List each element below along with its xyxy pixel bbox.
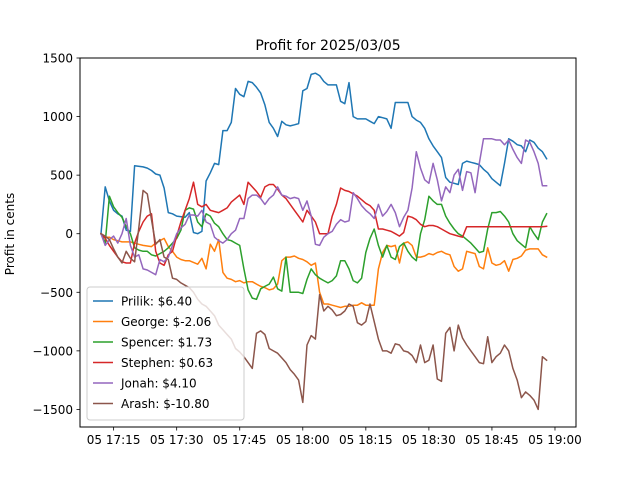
axis-layer: 05 17:15 05 17:30 05 17:45 05 18:00 05 18:15… bbox=[32, 52, 581, 448]
legend-entry-4: Jonah: $4.10 bbox=[120, 377, 197, 391]
x-tick-label: 05 18:30 bbox=[402, 433, 456, 447]
x-tick-label: 05 17:15 bbox=[87, 433, 141, 447]
x-tick-label: 05 19:00 bbox=[528, 433, 582, 447]
legend-entry-1: George: $-2.06 bbox=[121, 315, 211, 329]
series-line-1 bbox=[99, 232, 548, 309]
chart-title: Profit for 2025/03/05 bbox=[255, 38, 400, 54]
x-tick-label: 05 17:45 bbox=[213, 433, 267, 447]
legend-box bbox=[86, 286, 245, 421]
y-tick-label: −1000 bbox=[32, 344, 73, 358]
y-tick-label: 500 bbox=[50, 169, 73, 183]
series-line-5 bbox=[99, 189, 548, 411]
series-line-3 bbox=[99, 181, 548, 267]
x-tick-label: 05 18:45 bbox=[465, 433, 519, 447]
x-tick-label: 05 17:30 bbox=[150, 433, 204, 447]
series-line-0 bbox=[100, 72, 548, 235]
y-tick-label: 1000 bbox=[42, 110, 73, 124]
series-layer bbox=[99, 72, 548, 411]
y-tick-label: 0 bbox=[65, 227, 73, 241]
x-tick-label: 05 18:00 bbox=[276, 433, 330, 447]
y-tick-label: −500 bbox=[40, 286, 73, 300]
legend-entry-3: Stephen: $0.63 bbox=[121, 356, 213, 370]
legend: Prilik: $6.40 George: $-2.06 Spencer: $1.7… bbox=[86, 286, 245, 421]
y-tick-label: 1500 bbox=[42, 52, 73, 66]
legend-entry-0: Prilik: $6.40 bbox=[121, 295, 192, 309]
legend-entry-5: Arash: $-10.80 bbox=[121, 397, 210, 411]
y-tick-label: −1500 bbox=[32, 403, 73, 417]
y-axis-label: Profit in cents bbox=[3, 193, 17, 275]
x-tick-label: 05 18:15 bbox=[339, 433, 393, 447]
legend-entry-2: Spencer: $1.73 bbox=[121, 336, 212, 350]
plot-frame bbox=[79, 57, 577, 428]
series-line-4 bbox=[100, 138, 548, 276]
